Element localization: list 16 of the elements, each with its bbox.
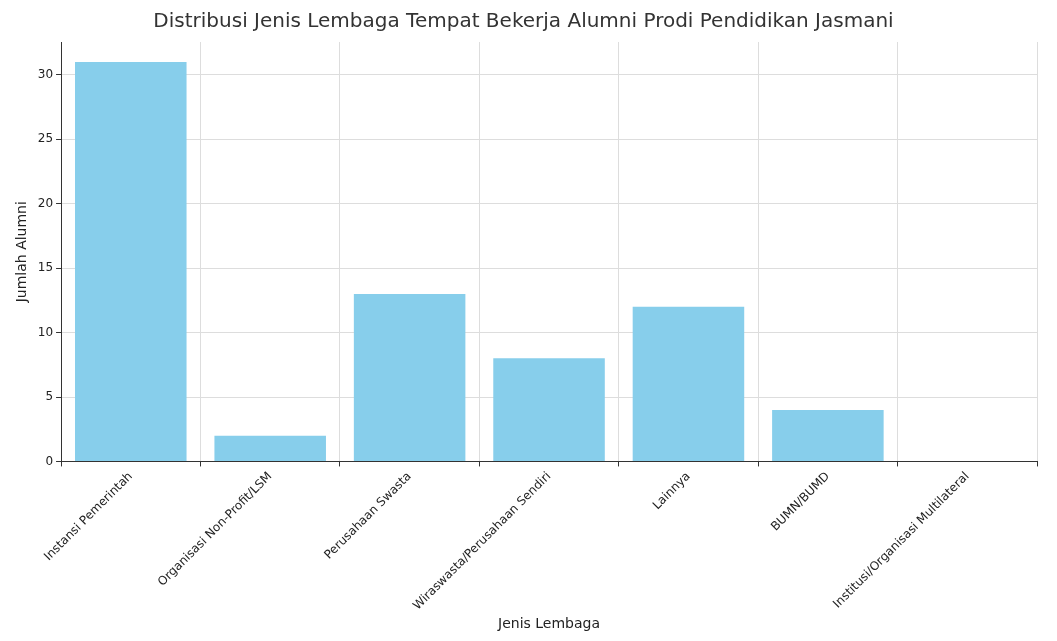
- bar: [632, 306, 745, 461]
- bar: [353, 293, 466, 461]
- y-tick-label: 10: [37, 324, 54, 339]
- x-axis-title: Jenis Lembaga: [497, 615, 601, 632]
- y-tick-label: 30: [37, 66, 54, 81]
- bar: [75, 61, 187, 461]
- y-tick-label: 0: [45, 453, 54, 468]
- bar: [214, 435, 326, 461]
- y-tick-label: 5: [45, 389, 54, 404]
- y-tick-label: 15: [37, 260, 54, 275]
- bar: [772, 409, 884, 461]
- bar: [493, 358, 605, 461]
- y-axis-title: Jumlah Alumni: [13, 201, 30, 304]
- y-tick-label: 25: [37, 131, 54, 146]
- y-tick-label: 20: [37, 195, 54, 210]
- chart-title: Distribusi Jenis Lembaga Tempat Bekerja Alumni Prodi Pendidikan Jasmani: [153, 8, 894, 33]
